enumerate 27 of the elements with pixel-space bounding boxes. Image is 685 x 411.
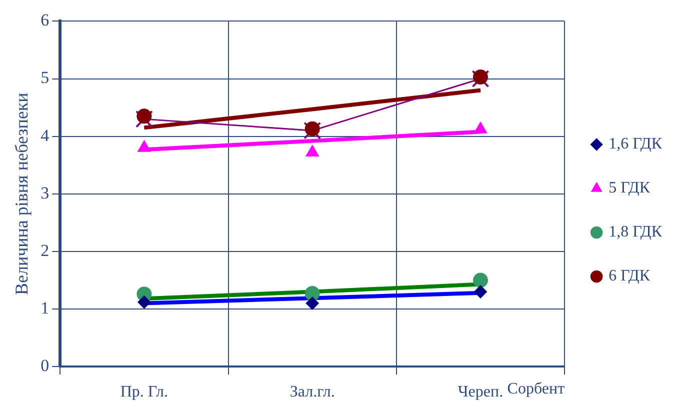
point (472, 70, 488, 85)
point (304, 121, 320, 136)
point (306, 296, 319, 310)
point (138, 296, 151, 309)
y-tick-label: 4 (40, 126, 50, 145)
x-tick-label: Зал.гл. (290, 383, 335, 400)
legend-label: 6 ГДК (608, 268, 650, 285)
point (304, 122, 322, 140)
y-tick-label: 1 (40, 298, 50, 318)
x-axis-title: Сорбент (507, 380, 565, 398)
y-axis-title: Величина рівня небезпеки (12, 92, 32, 295)
y-tick-label: 0 (40, 356, 50, 376)
legend-label: 1,6 ГДК (608, 136, 662, 153)
point (472, 272, 488, 288)
y-tick-label: 6 (40, 10, 50, 30)
y-tick-label: 3 (40, 183, 50, 202)
y-tick-label: 5 (40, 68, 50, 88)
point (474, 285, 487, 298)
point (135, 110, 153, 128)
legend-label: 1,8 ГДК (608, 224, 662, 241)
y-tick-label: 2 (40, 240, 50, 260)
legend-label: 5 ГДК (608, 180, 650, 197)
point (304, 286, 320, 301)
x-tick-label: Череп. (458, 383, 504, 400)
point (136, 108, 152, 124)
point (472, 70, 490, 88)
x-tick-label: Пр. Гл. (120, 383, 168, 400)
